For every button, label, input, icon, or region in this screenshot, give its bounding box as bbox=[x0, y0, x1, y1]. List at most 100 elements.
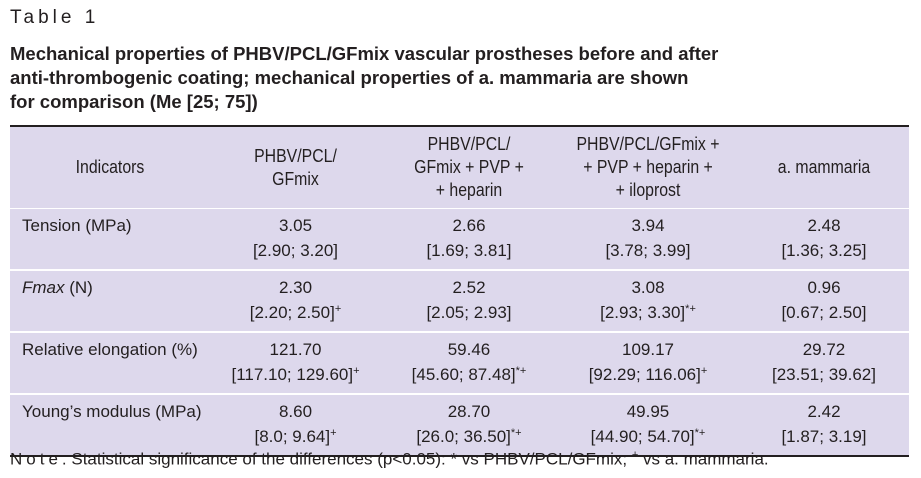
table-cell: 2.42 [1.87; 3.19] bbox=[739, 394, 909, 456]
table-cell: 109.17 [92.29; 116.06]+ bbox=[557, 332, 739, 394]
note-text-b: vs a. mammaria. bbox=[638, 449, 769, 469]
cell-range-text: [1.36; 3.25] bbox=[781, 241, 867, 260]
cell-interquartile-range: [2.05; 2.93] bbox=[381, 300, 557, 325]
cell-interquartile-range: [2.93; 3.30]*+ bbox=[557, 300, 739, 325]
indicator-text: (N) bbox=[64, 278, 93, 297]
significance-marker: + bbox=[334, 303, 342, 315]
significance-marker: + bbox=[330, 427, 337, 439]
table-cell: 2.66 [1.69; 3.81] bbox=[381, 209, 557, 271]
table-cell: 29.72 [23.51; 39.62] bbox=[739, 332, 909, 394]
cell-median: 109.17 bbox=[622, 340, 674, 359]
header-line: + iloprost bbox=[615, 180, 681, 200]
caption-line-1: Mechanical properties of PHBV/PCL/GFmix … bbox=[10, 43, 719, 64]
header-line: PHBV/PCL/GFmix + bbox=[576, 134, 720, 154]
cell-range-text: [92.29; 116.06] bbox=[588, 365, 701, 384]
cell-median: 3.08 bbox=[631, 278, 665, 297]
cell-median: 0.96 bbox=[807, 278, 841, 297]
cell-median: 2.66 bbox=[452, 216, 486, 235]
cell-median: 29.72 bbox=[802, 340, 846, 359]
cell-range-text: [3.78; 3.99] bbox=[605, 241, 691, 260]
note-text-a: . Statistical significance of the differ… bbox=[61, 449, 632, 469]
cell-range-text: [26.0; 36.50] bbox=[416, 427, 511, 446]
table-note: Note. Statistical significance of the di… bbox=[10, 449, 769, 470]
cell-median: 2.48 bbox=[807, 216, 841, 235]
row-indicator: Young’s modulus (MPa) bbox=[10, 394, 210, 456]
cell-median: 8.60 bbox=[278, 402, 313, 421]
table-row: Young’s modulus (MPa) 8.60 [8.0; 9.64]+ 28.… bbox=[10, 394, 909, 456]
row-indicator: Tension (MPa) bbox=[10, 209, 210, 271]
significance-marker: + bbox=[353, 365, 360, 377]
table-cell: 121.70 [117.10; 129.60]+ bbox=[210, 332, 381, 394]
significance-marker: *+ bbox=[510, 427, 522, 439]
significance-marker: + bbox=[700, 365, 708, 377]
note-label: Note bbox=[10, 449, 62, 469]
table-cell: 3.08 [2.93; 3.30]*+ bbox=[557, 270, 739, 332]
header-line: a. mammaria bbox=[777, 157, 871, 177]
header-line: PHBV/PCL/ bbox=[427, 134, 511, 154]
header-pvp-heparin: PHBV/PCL/ GFmix + PVP + + heparin bbox=[392, 126, 547, 209]
table-label: Table 1 bbox=[10, 7, 100, 28]
cell-median: 2.52 bbox=[452, 278, 486, 297]
table-cell: 59.46 [45.60; 87.48]*+ bbox=[381, 332, 557, 394]
row-indicator: Relative elongation (%) bbox=[10, 332, 210, 394]
table-cell: 2.52 [2.05; 2.93] bbox=[381, 270, 557, 332]
cell-range-text: [44.90; 54.70] bbox=[590, 427, 695, 446]
table-cell: 2.48 [1.36; 3.25] bbox=[739, 209, 909, 271]
note-plus-sup: + bbox=[631, 449, 639, 461]
cell-interquartile-range: [8.0; 9.64]+ bbox=[210, 424, 381, 449]
cell-range-text: [1.69; 3.81] bbox=[426, 241, 512, 260]
header-indicators-label: Indicators bbox=[75, 157, 145, 177]
indicator-text: Relative elongation (%) bbox=[22, 340, 198, 359]
table-cell: 28.70 [26.0; 36.50]*+ bbox=[381, 394, 557, 456]
cell-interquartile-range: [92.29; 116.06]+ bbox=[557, 362, 739, 387]
significance-marker: *+ bbox=[685, 303, 696, 315]
header-line: + PVP + heparin + bbox=[583, 157, 713, 177]
table-cell: 0.96 [0.67; 2.50] bbox=[739, 270, 909, 332]
cell-interquartile-range: [3.78; 3.99] bbox=[557, 238, 739, 263]
cell-range-text: [1.87; 3.19] bbox=[781, 427, 867, 446]
table-header: Indicators PHBV/PCL/ GFmix PHBV/PCL/ GFm… bbox=[10, 126, 909, 209]
header-row: Indicators PHBV/PCL/ GFmix PHBV/PCL/ GFm… bbox=[10, 126, 909, 209]
cell-median: 121.70 bbox=[269, 340, 322, 359]
cell-range-text: [2.93; 3.30] bbox=[600, 303, 686, 322]
cell-median: 49.95 bbox=[626, 402, 670, 421]
caption-line-2: anti-thrombogenic coating; mechanical pr… bbox=[10, 67, 689, 88]
cell-median: 2.42 bbox=[807, 402, 841, 421]
cell-interquartile-range: [117.10; 129.60]+ bbox=[210, 362, 381, 387]
header-line: GFmix + PVP + bbox=[414, 157, 524, 177]
table-cell: 8.60 [8.0; 9.64]+ bbox=[210, 394, 381, 456]
header-indicators: Indicators bbox=[22, 126, 198, 209]
caption-line-3: for comparison (Me [25; 75]) bbox=[10, 91, 258, 112]
table-caption: Mechanical properties of PHBV/PCL/GFmix … bbox=[10, 42, 890, 114]
cell-interquartile-range: [1.87; 3.19] bbox=[739, 424, 909, 449]
cell-interquartile-range: [2.90; 3.20] bbox=[210, 238, 381, 263]
table-body: Tension (MPa) 3.05 [2.90; 3.20] 2.66 [1.69; … bbox=[10, 209, 909, 456]
table-cell: 2.30 [2.20; 2.50]+ bbox=[210, 270, 381, 332]
cell-interquartile-range: [1.69; 3.81] bbox=[381, 238, 557, 263]
cell-interquartile-range: [44.90; 54.70]*+ bbox=[557, 424, 739, 449]
cell-interquartile-range: [0.67; 2.50] bbox=[739, 300, 909, 325]
row-indicator: Fmax (N) bbox=[10, 270, 210, 332]
cell-range-text: [45.60; 87.48] bbox=[411, 365, 516, 384]
indicator-text: Tension (MPa) bbox=[22, 216, 132, 235]
significance-marker: *+ bbox=[515, 365, 527, 377]
table-cell: 3.94 [3.78; 3.99] bbox=[557, 209, 739, 271]
cell-range-text: [8.0; 9.64] bbox=[254, 427, 331, 446]
header-pvp-heparin-iloprost: PHBV/PCL/GFmix + + PVP + heparin + + ilo… bbox=[568, 126, 728, 209]
cell-interquartile-range: [45.60; 87.48]*+ bbox=[381, 362, 557, 387]
header-line: GFmix bbox=[272, 168, 319, 189]
cell-median: 59.46 bbox=[447, 340, 491, 359]
table-row: Relative elongation (%) 121.70 [117.10; 12… bbox=[10, 332, 909, 394]
mechanical-properties-table: Indicators PHBV/PCL/ GFmix PHBV/PCL/ GFm… bbox=[10, 125, 909, 457]
header-line: + heparin bbox=[435, 180, 503, 200]
cell-median: 3.05 bbox=[278, 216, 313, 235]
cell-interquartile-range: [26.0; 36.50]*+ bbox=[381, 424, 557, 449]
cell-range-text: [2.05; 2.93] bbox=[426, 303, 512, 322]
header-line: PHBV/PCL/ bbox=[254, 145, 337, 166]
cell-interquartile-range: [2.20; 2.50]+ bbox=[210, 300, 381, 325]
cell-interquartile-range: [23.51; 39.62] bbox=[739, 362, 909, 387]
cell-median: 28.70 bbox=[447, 402, 491, 421]
significance-marker: *+ bbox=[694, 427, 706, 439]
indicator-text: Young’s modulus (MPa) bbox=[22, 402, 202, 421]
cell-range-text: [23.51; 39.62] bbox=[772, 365, 876, 384]
